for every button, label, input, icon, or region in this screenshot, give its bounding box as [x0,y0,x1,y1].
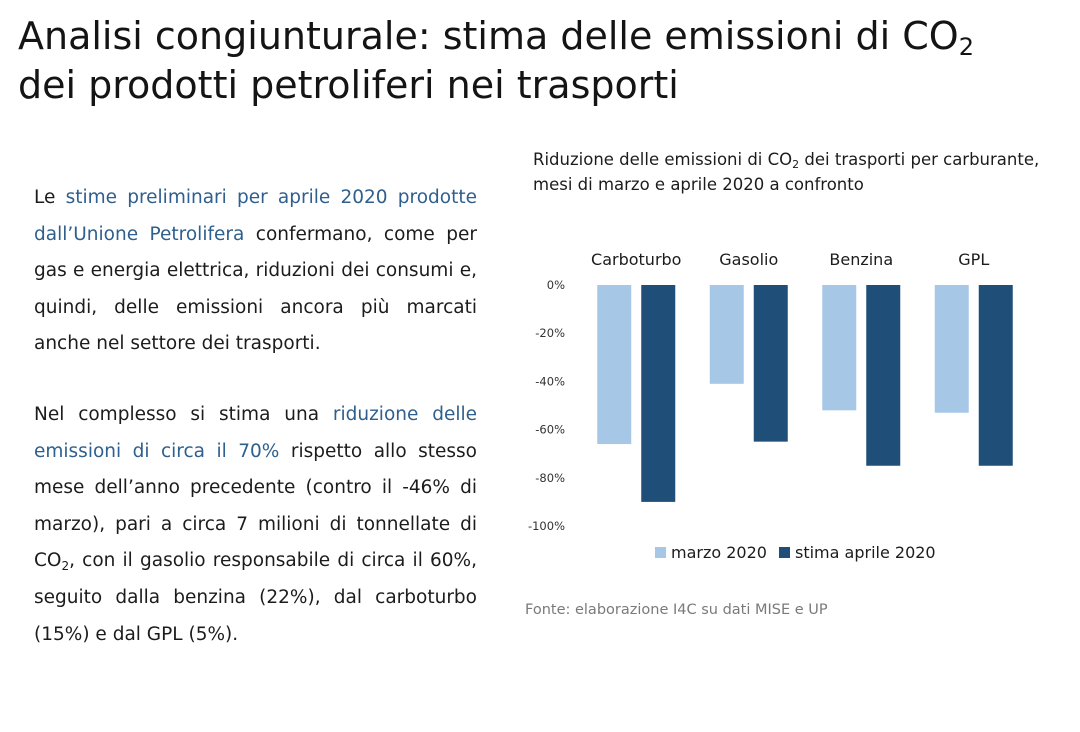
legend-label: stima aprile 2020 [795,543,936,562]
bar-chart: 0% -20% -40% -60% -80% -100% Carboturbo Gasolio… [528,250,1013,562]
bar-aprile [753,285,788,442]
chart-title-subscript: 2 [792,158,800,171]
bar-marzo [709,285,744,384]
chart-title-part2: dei trasporti per carburante, mesi di ma… [533,150,1040,194]
chart-title: Riduzione delle emissioni di CO2 dei tra… [533,147,1053,197]
p2-subscript: 2 [61,559,70,574]
body-text: Le stime preliminari per aprile 2020 pro… [34,180,477,687]
bar-aprile [978,285,1013,466]
legend-swatch [655,547,666,558]
chart-title-part1: Riduzione delle emissioni di CO [533,150,793,169]
title-line2: dei prodotti petroliferi nei trasporti [18,63,679,107]
title-subscript: 2 [958,33,974,61]
legend-swatch [779,547,790,558]
y-tick-label: -80% [535,471,565,485]
p2-text-c: rispetto allo stesso mese dell’anno prec… [34,440,477,572]
page-title: Analisi congiunturale: stima delle emiss… [18,12,1058,110]
legend-label: marzo 2020 [671,543,767,562]
category-label: GPL [958,250,989,269]
bar-marzo [822,285,857,411]
source-note: Fonte: elaborazione I4C su dati MISE e U… [525,602,828,618]
p2-text-d: , con il gasolio responsabile di circa i… [34,550,477,645]
y-tick-label: -40% [535,374,565,388]
bar-marzo [934,285,969,413]
y-tick-label: 0% [547,278,565,292]
p1-highlight: stime preliminari per aprile 2020 prodot… [34,187,477,245]
y-tick-label: -100% [528,519,565,533]
bar-aprile [866,285,901,466]
title-line1: Analisi congiunturale: stima delle emiss… [18,14,959,58]
p1-text-c: confermano, come per gas e energia elett… [34,223,477,355]
p2-text-a: Nel complesso si stima una [34,403,333,425]
paragraph-1: Le stime preliminari per aprile 2020 pro… [34,180,477,363]
bar-marzo [597,285,632,445]
paragraph-2: Nel complesso si stima una riduzione del… [34,397,477,653]
bar-aprile [641,285,676,502]
category-label: Gasolio [719,250,778,269]
category-label: Benzina [829,250,893,269]
y-tick-label: -20% [535,326,565,340]
y-tick-label: -60% [535,423,565,437]
p1-text-a: Le [34,187,66,208]
p2-highlight: riduzione delle emissioni di circa il 70… [34,403,477,462]
category-label: Carboturbo [591,250,681,269]
